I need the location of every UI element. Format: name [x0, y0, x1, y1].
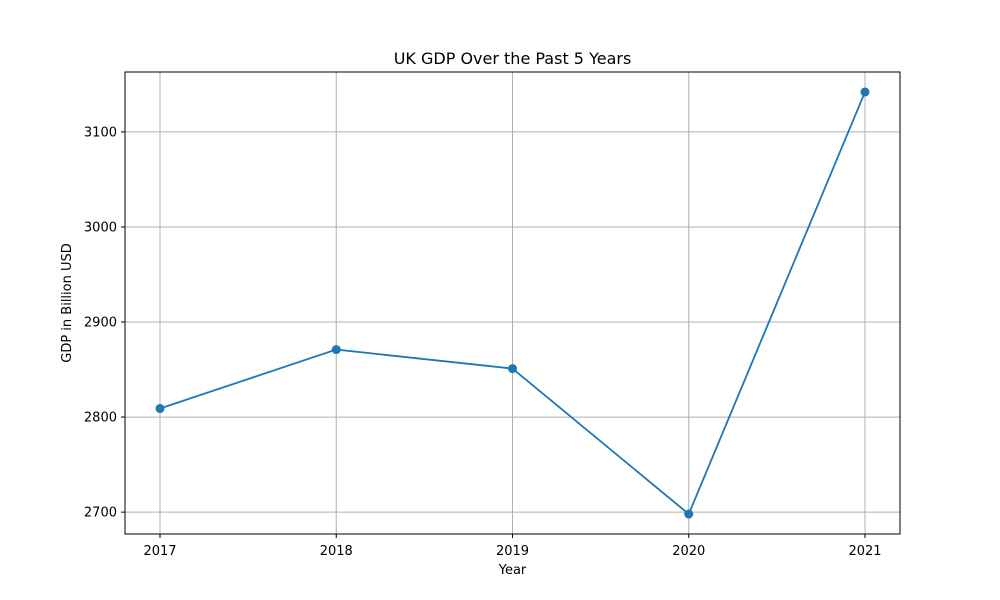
series-layer	[155, 87, 870, 519]
data-point	[508, 364, 517, 374]
data-point	[155, 404, 165, 414]
x-tick-label: 2018	[320, 544, 353, 559]
x-axis-label: Year	[498, 563, 527, 578]
y-axis-ticks: 2700 2800 2900 3000 3100	[84, 125, 125, 521]
data-point	[684, 509, 694, 519]
chart-title: UK GDP Over the Past 5 Years	[394, 49, 632, 68]
y-tick-label: 3100	[84, 125, 117, 140]
data-point	[331, 345, 341, 355]
y-axis-label: GDP in Billion USD	[60, 243, 75, 363]
grid	[125, 72, 900, 534]
x-tick-label: 2017	[143, 544, 176, 559]
x-axis-ticks: 2017 2018 2019 2020 2021	[143, 534, 882, 559]
x-tick-label: 2020	[672, 544, 705, 559]
data-point	[860, 87, 870, 97]
x-tick-label: 2019	[496, 544, 529, 559]
y-tick-label: 2700	[84, 506, 117, 521]
x-tick-label: 2021	[848, 544, 881, 559]
y-tick-label: 2900	[84, 316, 117, 331]
y-tick-label: 3000	[84, 220, 117, 235]
y-tick-label: 2800	[84, 411, 117, 426]
